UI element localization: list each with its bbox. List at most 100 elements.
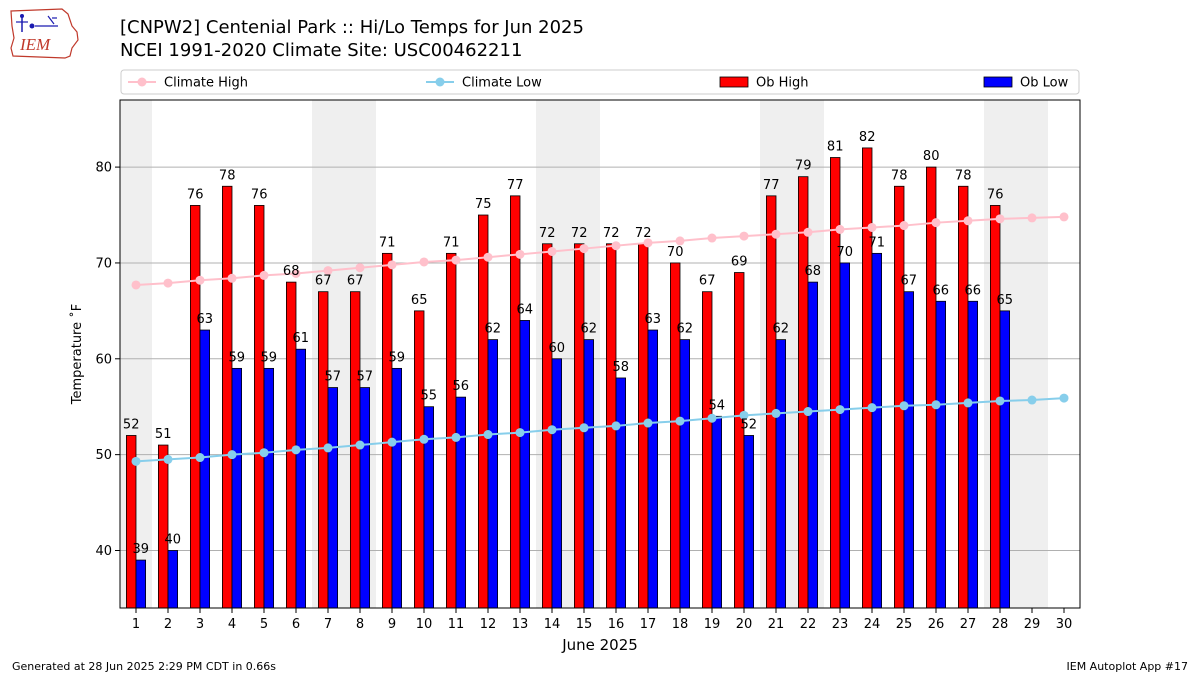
climate-low-point: [611, 421, 621, 431]
plot-frame: [119, 99, 1081, 609]
x-tick-label: 20: [736, 617, 753, 632]
ob-high-bar: [445, 252, 457, 609]
y-tick-label: 70: [95, 256, 112, 271]
climate-low-point: [131, 456, 141, 466]
climate-high-point: [227, 273, 237, 283]
ob-high-label: 52: [123, 417, 140, 432]
y-axis-label: Temperature ˚F: [69, 304, 85, 405]
ob-high-label: 75: [475, 197, 492, 212]
ob-low-label: 54: [709, 398, 726, 413]
legend-ob-low-swatch: [983, 76, 1013, 88]
ob-low-label: 62: [581, 322, 598, 337]
climate-high-point: [163, 278, 173, 288]
ob-low-label: 39: [133, 542, 150, 557]
climate-low-point: [195, 453, 205, 463]
ob-high-label: 71: [379, 235, 396, 250]
climate-low-point: [803, 407, 813, 417]
x-tick-label: 26: [928, 617, 945, 632]
logo-text: IEM: [19, 35, 51, 54]
ob-low-bar: [967, 300, 979, 609]
x-tick-label: 9: [388, 617, 396, 632]
y-tick-label: 40: [95, 544, 112, 559]
x-tick-label: 7: [324, 617, 332, 632]
climate-low-point: [771, 408, 781, 418]
climate-high-point: [739, 231, 749, 241]
ob-high-label: 67: [347, 274, 364, 289]
ob-low-bar: [391, 367, 403, 609]
ob-high-bar: [702, 291, 713, 609]
ob-high-label: 77: [507, 178, 524, 193]
ob-low-bar: [711, 415, 723, 609]
climate-high-point: [931, 218, 941, 228]
x-tick-label: 8: [356, 617, 364, 632]
x-tick-label: 11: [448, 617, 465, 632]
ob-high-label: 72: [603, 226, 620, 241]
ob-high-label: 70: [667, 245, 684, 260]
ob-high-bar: [734, 272, 745, 609]
ob-low-bar: [903, 291, 915, 609]
ob-low-label: 55: [421, 389, 438, 404]
ob-high-bar: [157, 444, 169, 609]
x-tick-label: 25: [896, 617, 913, 632]
climate-high-point: [675, 236, 685, 246]
ob-low-bar: [327, 387, 339, 609]
ob-high-label: 79: [795, 159, 812, 174]
climate-high-point: [451, 255, 461, 265]
legend-ob-high-swatch: [719, 76, 749, 88]
climate-low-point: [387, 437, 397, 447]
chart-title: [CNPW2] Centenial Park :: Hi/Lo Temps fo…: [120, 17, 584, 38]
ob-low-label: 66: [965, 283, 982, 298]
climate-low-point: [419, 434, 429, 444]
climate-low-point: [579, 423, 589, 433]
ob-low-bar: [583, 339, 595, 609]
ob-high-label: 80: [923, 149, 940, 164]
climate-low-point: [451, 432, 461, 442]
ob-low-bar: [839, 262, 851, 609]
ob-low-label: 68: [805, 264, 822, 279]
ob-low-bar: [615, 377, 627, 609]
climate-high-point: [771, 229, 781, 239]
legend-climate-low-marker: [435, 77, 445, 87]
legend-ob-high-label: Ob High: [756, 76, 809, 91]
footer-app: IEM Autoplot App #17: [1066, 660, 1189, 673]
ob-high-bar: [381, 252, 393, 609]
ob-high-label: 71: [443, 235, 460, 250]
x-tick-label: 1: [132, 617, 140, 632]
climate-low-point: [835, 405, 845, 415]
ob-low-bar: [455, 396, 467, 609]
climate-low-point: [515, 428, 525, 438]
ob-low-label: 59: [261, 350, 278, 365]
ob-high-label: 81: [827, 140, 844, 155]
ob-high-bar: [766, 195, 777, 609]
x-tick-label: 18: [672, 617, 689, 632]
ob-low-label: 52: [741, 417, 758, 432]
x-tick-label: 30: [1056, 617, 1073, 632]
climate-low-point: [675, 416, 685, 426]
climate-low-point: [323, 443, 333, 453]
climate-high-line: [135, 215, 1065, 286]
climate-high-point: [579, 244, 589, 254]
x-tick-label: 17: [640, 617, 657, 632]
ob-high-bar: [958, 185, 969, 609]
ob-high-bar: [830, 157, 841, 609]
ob-low-bar: [551, 358, 563, 609]
ob-high-label: 67: [699, 274, 716, 289]
ob-low-label: 59: [229, 350, 246, 365]
climate-high-point: [707, 233, 717, 243]
climate-high-point: [515, 249, 525, 259]
y-tick-label: 80: [95, 161, 112, 176]
x-tick-label: 5: [260, 617, 268, 632]
climate-low-point: [1027, 395, 1037, 405]
climate-low-point: [259, 448, 269, 458]
climate-high-point: [387, 260, 397, 270]
ob-low-label: 71: [869, 235, 886, 250]
x-tick-label: 19: [704, 617, 721, 632]
ob-high-label: 76: [987, 187, 1004, 202]
x-tick-label: 12: [480, 617, 497, 632]
climate-low-point: [899, 401, 909, 411]
climate-high-point: [419, 257, 429, 267]
ob-low-bar: [935, 300, 947, 609]
x-tick-label: 29: [1024, 617, 1041, 632]
